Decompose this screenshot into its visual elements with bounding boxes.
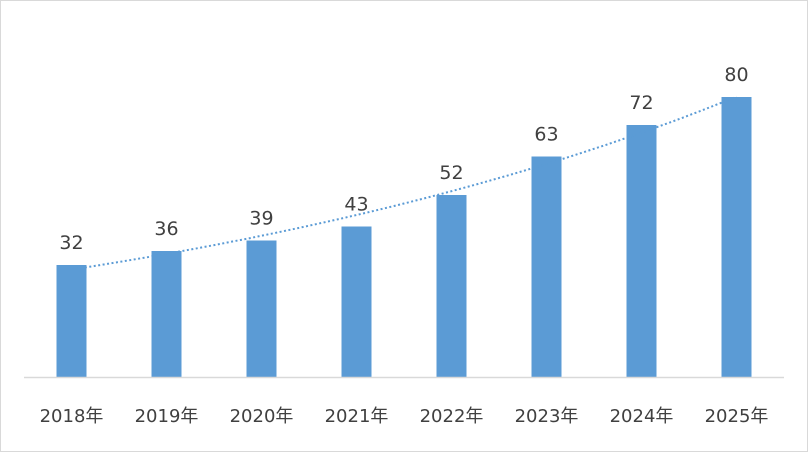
bar-2025年 [721, 97, 752, 377]
category-label-2024年: 2024年 [610, 406, 674, 427]
bar-2022年 [436, 195, 467, 377]
category-label-2022年: 2022年 [420, 406, 484, 427]
trendline [71, 95, 737, 271]
category-label-2018年: 2018年 [40, 406, 104, 427]
data-label-2025年: 80 [724, 64, 748, 86]
data-label-2018年: 32 [59, 232, 83, 254]
bar-series [56, 97, 752, 377]
bar-2024年 [626, 125, 657, 377]
data-label-2024年: 72 [629, 92, 653, 114]
data-label-2021年: 43 [344, 194, 368, 216]
data-label-2023年: 63 [534, 124, 558, 146]
data-label-2022年: 52 [439, 162, 463, 184]
bar-2018年 [56, 265, 87, 377]
bar-2023年 [531, 156, 562, 377]
category-labels: 2018年 2019年 2020年 2021年 2022年 2023年 2024年 2025年 [40, 406, 769, 427]
data-label-2020年: 39 [249, 208, 273, 230]
bar-2021年 [341, 226, 372, 377]
data-label-2019年: 36 [154, 218, 178, 240]
category-label-2021年: 2021年 [325, 406, 389, 427]
bar-2020年 [246, 240, 277, 377]
bar-2019年 [151, 251, 182, 377]
category-label-2025年: 2025年 [705, 406, 769, 427]
data-labels: 32 36 39 43 52 63 72 80 [59, 64, 748, 254]
category-label-2019年: 2019年 [135, 406, 199, 427]
category-label-2020年: 2020年 [230, 406, 294, 427]
category-label-2023年: 2023年 [515, 406, 579, 427]
